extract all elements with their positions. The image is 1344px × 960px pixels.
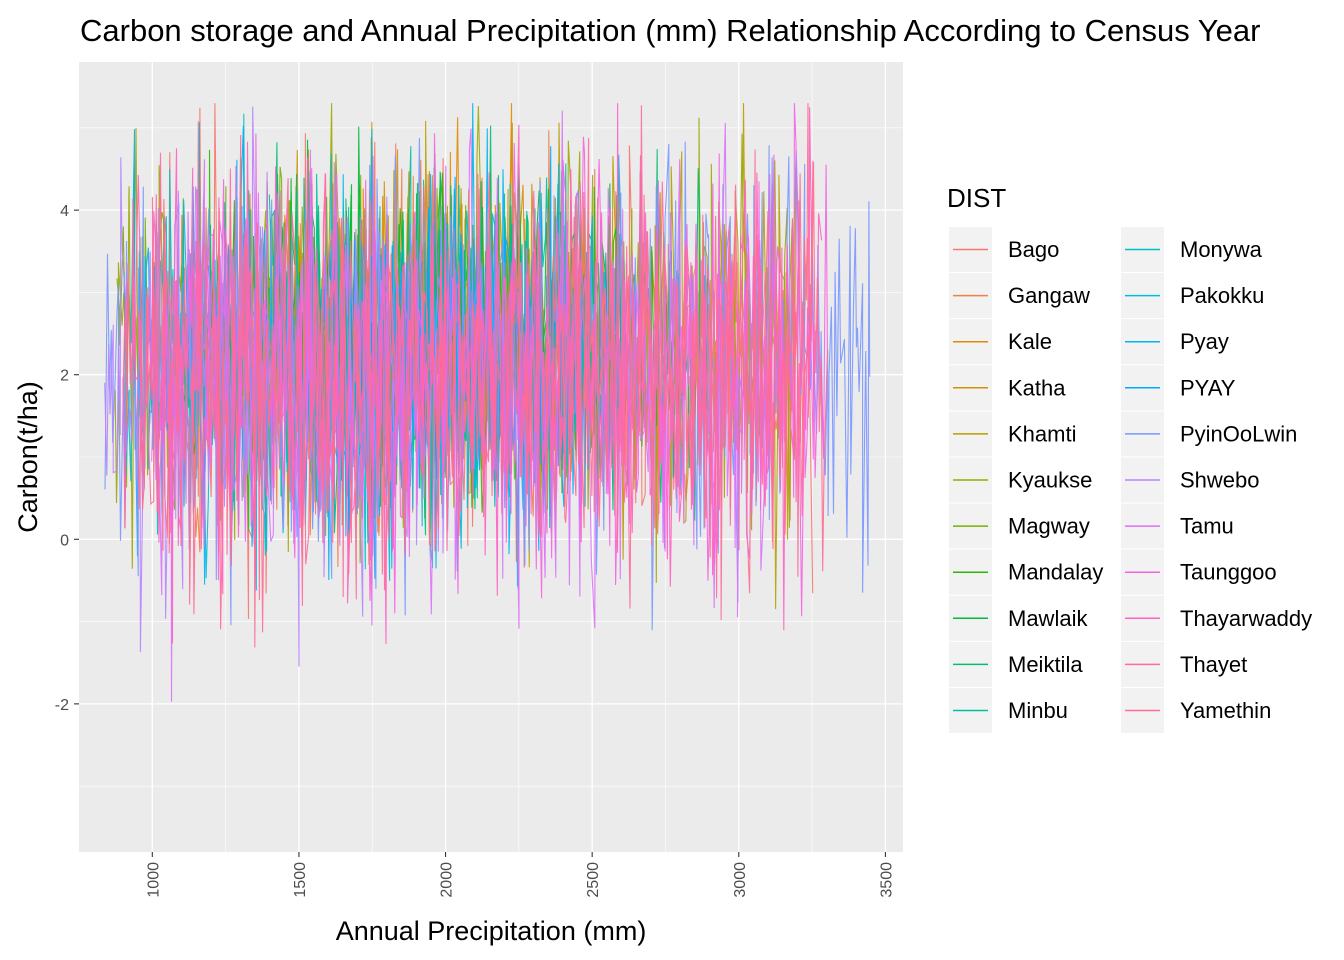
legend-item: Mawlaik	[949, 595, 1088, 641]
legend-item: Mandalay	[949, 549, 1103, 595]
legend-label: Thayet	[1180, 652, 1247, 677]
legend-item: Shwebo	[1121, 457, 1260, 503]
x-tick-label: 2000	[439, 862, 456, 898]
legend-label: Khamti	[1008, 421, 1076, 446]
legend-item: Khamti	[949, 411, 1076, 457]
legend: Bago Gangaw Kale Katha Khamti Kyaukse Magway Ma…	[949, 227, 1312, 733]
legend-item: Thayet	[1121, 641, 1247, 687]
legend-label: Pyay	[1180, 329, 1229, 354]
legend-label: Kyaukse	[1008, 468, 1092, 493]
series-layer	[104, 103, 871, 702]
legend-item: PYAY	[1121, 365, 1236, 411]
legend-item: Gangaw	[949, 273, 1090, 319]
x-tick-label: 2500	[585, 862, 602, 898]
legend-label: Katha	[1008, 375, 1066, 400]
x-tick-label: 3000	[732, 862, 749, 898]
legend-label: Shwebo	[1180, 468, 1260, 493]
legend-label: Thayarwaddy	[1180, 606, 1312, 631]
legend-label: Mawlaik	[1008, 606, 1088, 631]
y-axis-title: Carbon(t/ha)	[13, 381, 43, 533]
legend-label: Taunggoo	[1180, 560, 1277, 585]
legend-item: Monywa	[1121, 227, 1263, 272]
legend-label: Pakokku	[1180, 283, 1264, 308]
x-tick-label: 3500	[878, 862, 895, 898]
x-tick-label: 1000	[145, 862, 162, 898]
y-tick-label: 2	[60, 368, 69, 385]
legend-label: PyinOoLwin	[1180, 421, 1297, 446]
x-tick-label: 1500	[292, 862, 309, 898]
series-line	[137, 103, 829, 648]
legend-item: Bago	[949, 227, 1059, 272]
legend-label: Magway	[1008, 514, 1090, 539]
legend-item: Kale	[949, 319, 1052, 365]
legend-label: Meiktila	[1008, 652, 1083, 677]
legend-item: Magway	[949, 503, 1090, 549]
legend-label: Yamethin	[1180, 698, 1271, 723]
chart-title: Carbon storage and Annual Precipitation …	[80, 13, 1260, 48]
legend-label: PYAY	[1180, 375, 1236, 400]
legend-label: Kale	[1008, 329, 1052, 354]
legend-label: Mandalay	[1008, 560, 1103, 585]
legend-title: DIST	[947, 183, 1006, 213]
x-axis-ticks: 1000 1500 2000 2500 3000 3500	[145, 852, 895, 898]
legend-item: Taunggoo	[1121, 549, 1277, 595]
legend-item: Yamethin	[1121, 688, 1271, 733]
legend-item: Kyaukse	[949, 457, 1092, 503]
legend-item: Pakokku	[1121, 273, 1264, 319]
legend-label: Gangaw	[1008, 283, 1090, 308]
legend-item: Thayarwaddy	[1121, 595, 1312, 641]
legend-label: Monywa	[1180, 237, 1263, 262]
legend-item: Meiktila	[949, 641, 1083, 687]
legend-label: Tamu	[1180, 514, 1234, 539]
legend-item: Pyay	[1121, 319, 1229, 365]
x-axis-title: Annual Precipitation (mm)	[336, 916, 647, 946]
legend-item: PyinOoLwin	[1121, 411, 1297, 457]
legend-item: Katha	[949, 365, 1066, 411]
y-tick-label: 4	[60, 203, 69, 220]
legend-label: Bago	[1008, 237, 1059, 262]
y-axis-ticks: -2 0 2 4	[55, 203, 79, 714]
legend-item: Minbu	[949, 688, 1068, 733]
y-tick-label: -2	[55, 697, 69, 714]
y-tick-label: 0	[60, 532, 69, 549]
legend-label: Minbu	[1008, 698, 1068, 723]
series-line	[122, 103, 823, 645]
legend-item: Tamu	[1121, 503, 1234, 549]
